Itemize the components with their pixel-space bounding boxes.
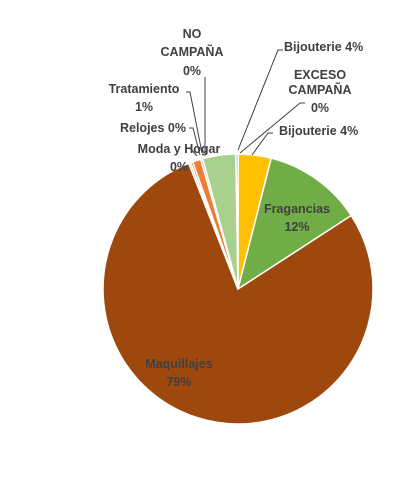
data-label-exceso-pct: 0%	[311, 101, 329, 115]
leader-lines	[186, 49, 305, 157]
data-label-exceso-line2: CAMPAÑA	[289, 82, 352, 97]
data-label-tratamiento-pct: 1%	[135, 100, 153, 114]
pie-slice-exceso-campaña-8	[235, 153, 239, 290]
data-label-maquillajes-pct: 79%	[166, 375, 191, 389]
data-label-exceso-line1: EXCESO	[294, 68, 346, 82]
pie-slice-maquillajes-2	[102, 162, 374, 425]
leader-line-tratamiento	[186, 91, 203, 154]
leader-line-bijouterie-a	[237, 49, 283, 151]
data-label-bijouterie-a: Bijouterie 4%	[284, 40, 363, 54]
leader-line-exceso	[239, 102, 305, 154]
data-label-no-campana-pct: 0%	[183, 64, 201, 78]
pie-slice-fragancias-1	[236, 157, 353, 291]
data-label-moda-pct: 0%	[170, 160, 188, 174]
leader-line-moda	[189, 147, 198, 157]
leader-line-relojes	[189, 127, 201, 156]
data-label-no-campana-line2: CAMPAÑA	[161, 44, 224, 59]
pie-slices	[102, 153, 374, 425]
data-label-moda-name: Moda y Hogar	[138, 142, 221, 156]
data-label-no-campana-line1: NO	[183, 27, 202, 41]
data-label-maquillajes-name: Maquillajes	[145, 357, 212, 371]
leader-line-bijouterie-b	[251, 132, 273, 156]
data-label-tratamiento-name: Tratamiento	[109, 82, 180, 96]
data-label-fragancias-name: Fragancias	[264, 202, 330, 216]
data-label-relojes: Relojes 0%	[120, 121, 186, 135]
data-label-bijouterie-b: Bijouterie 4%	[279, 124, 358, 138]
data-label-fragancias-pct: 12%	[284, 220, 309, 234]
